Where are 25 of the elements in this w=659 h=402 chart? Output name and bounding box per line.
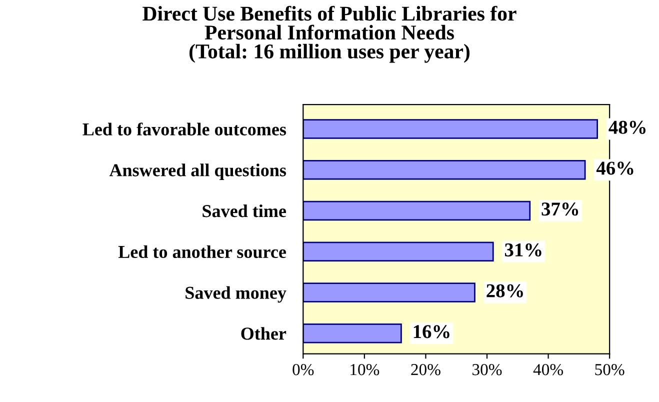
bar <box>303 323 402 344</box>
bar <box>303 160 586 180</box>
x-tick-label: 10% <box>350 364 380 376</box>
data-label: 16% <box>414 325 450 338</box>
data-label: 37% <box>542 202 578 216</box>
data-label: 48% <box>608 120 646 134</box>
data-label: 31% <box>504 243 542 257</box>
chart-title: Direct Use Benefits of Public Libraries for Personal Information Needs (Total: 16 million uses per year) <box>142 6 516 63</box>
y-tick-label: Saved money <box>186 286 286 303</box>
y-tick-label: Led to another source <box>118 245 286 258</box>
x-tick-label: 0% <box>292 364 314 376</box>
y-tick-label: Answered all questions <box>109 164 286 180</box>
data-label: 46% <box>596 162 634 175</box>
data-label: 28% <box>486 284 523 298</box>
bar <box>303 242 494 262</box>
bar <box>303 200 531 221</box>
y-tick-label: Led to favorable outcomes <box>82 122 286 136</box>
y-tick-label: Other <box>241 327 286 340</box>
bar <box>303 282 476 302</box>
x-tick-label: 20% <box>411 364 440 376</box>
x-tick-label: 40% <box>533 364 563 376</box>
bar <box>303 119 598 139</box>
y-tick-label: Saved time <box>202 204 286 218</box>
x-tick-label: 50% <box>595 364 624 376</box>
x-tick-label: 30% <box>472 364 502 376</box>
